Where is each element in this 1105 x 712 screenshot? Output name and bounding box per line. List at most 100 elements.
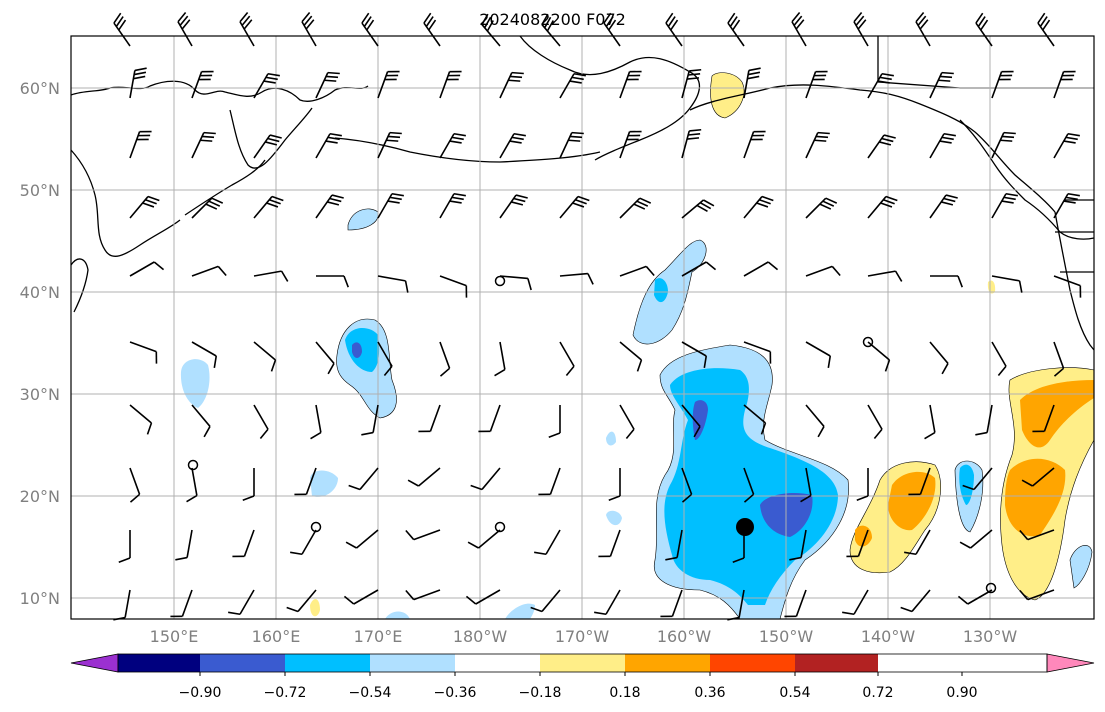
wind-barb [405, 529, 441, 541]
wind-barb [467, 529, 501, 549]
wind-barb [743, 130, 766, 159]
wind-barb [559, 341, 575, 377]
wind-barb [959, 529, 993, 549]
wind-barb [423, 12, 441, 47]
wind-barb [784, 589, 807, 618]
wind-barb [929, 194, 958, 219]
wind-barb [856, 468, 869, 502]
wind-barb [681, 404, 701, 438]
wind-barb [345, 529, 379, 549]
field-mid-blue-region [959, 464, 974, 505]
wind-barb [975, 12, 993, 47]
wind-barb [407, 467, 441, 487]
coastline-okhotsk [70, 149, 181, 257]
field-dark-blue-region [692, 400, 708, 440]
field-light-blue-region [505, 603, 535, 619]
colorbar-tick-label: 0.54 [779, 685, 810, 701]
wind-barb [1019, 529, 1055, 541]
wind-barb [743, 261, 779, 277]
wind-barb [191, 404, 211, 438]
lon-label: 170°E [354, 627, 403, 646]
wind-barb [660, 589, 683, 618]
colorbar-tick-label: 0.36 [694, 685, 725, 701]
wind-barb [559, 272, 594, 285]
wind-barb [253, 195, 284, 219]
wind-barb [1053, 341, 1065, 377]
wind-barb [538, 467, 561, 496]
wind-barb [418, 404, 441, 433]
wind-barb [681, 68, 702, 99]
wind-barb [962, 467, 993, 491]
wind-barb [975, 404, 993, 436]
lon-label: 160°E [252, 627, 301, 646]
wind-barb [439, 275, 468, 298]
field-light-blue-region [606, 431, 616, 446]
wind-barb [534, 529, 561, 556]
wind-barb [499, 71, 524, 99]
wind-barb [681, 467, 693, 503]
wind-barb [929, 132, 956, 159]
lat-label: 30°N [20, 385, 60, 404]
wind-barb [242, 468, 255, 502]
lon-label: 170°W [555, 627, 610, 646]
wind-barb [929, 71, 954, 99]
wind-barb [377, 70, 400, 99]
longitude-labels: 150°E 160°E 170°E 180°W 170°W 160°W 150°W 140°W… [150, 627, 1018, 646]
wind-barb [805, 341, 832, 368]
field-light-blue-region [1069, 545, 1093, 589]
wind-barb [315, 194, 344, 219]
wind-barb [594, 589, 621, 616]
border-canada-usa [877, 36, 1094, 273]
wind-barb [191, 341, 218, 368]
wind-barb [499, 275, 532, 291]
wind-barb [853, 11, 869, 47]
colorbar-segment [625, 654, 710, 672]
colorbar-tick-label: −0.36 [434, 685, 477, 701]
field-mid-blue-region [654, 278, 668, 303]
colorbar-segment [795, 654, 878, 672]
field-light-yellow-region [710, 72, 745, 119]
wind-barb [743, 341, 772, 364]
wind-barb [665, 12, 683, 47]
wind-barb [129, 341, 158, 364]
wind-barb [924, 404, 936, 440]
wind-barb [1053, 275, 1082, 298]
wind-barb [1021, 467, 1055, 487]
latitude-labels: 60°N 50°N 40°N 30°N 20°N 10°N [20, 79, 60, 608]
field-light-yellow-region [310, 598, 320, 617]
wind-barb [494, 341, 506, 377]
colorbar-segment [285, 654, 370, 672]
wind-barb [377, 192, 404, 219]
colorbar-segment [118, 654, 200, 672]
wind-barb [1032, 404, 1055, 433]
wind-barb [608, 468, 621, 502]
wind-barb [405, 589, 441, 601]
wind-barb [930, 275, 964, 288]
coastline-alaska-south [689, 84, 1056, 213]
wind-barb [619, 265, 655, 277]
coastline-alaska [519, 35, 701, 161]
lat-label: 50°N [20, 181, 60, 200]
wind-barb [559, 131, 584, 159]
wind-barb [681, 341, 708, 368]
wind-barb [1019, 589, 1055, 601]
wind-barb [530, 589, 561, 613]
colorbar-extend-max [1046, 653, 1095, 673]
colorbar-tick-label: 0.18 [609, 685, 640, 701]
wind-barb [439, 132, 466, 159]
colorbar-tick-label: 0.72 [862, 685, 893, 701]
wind-barb [842, 589, 869, 616]
wind-barb [805, 265, 841, 277]
wind-barb [1053, 192, 1080, 219]
wind-barb [559, 195, 590, 219]
wind-barb [228, 589, 255, 616]
wind-barb [1037, 12, 1055, 47]
calm-markers [187, 275, 997, 594]
colorbar-tick-label: 0.90 [946, 685, 977, 701]
wind-barb [991, 341, 1007, 377]
field-light-blue-region [180, 359, 210, 408]
wind-barb [499, 132, 526, 159]
wind-barb [348, 467, 379, 491]
wind-barb [170, 589, 193, 618]
colorbar-tick-label: −0.72 [264, 685, 307, 701]
